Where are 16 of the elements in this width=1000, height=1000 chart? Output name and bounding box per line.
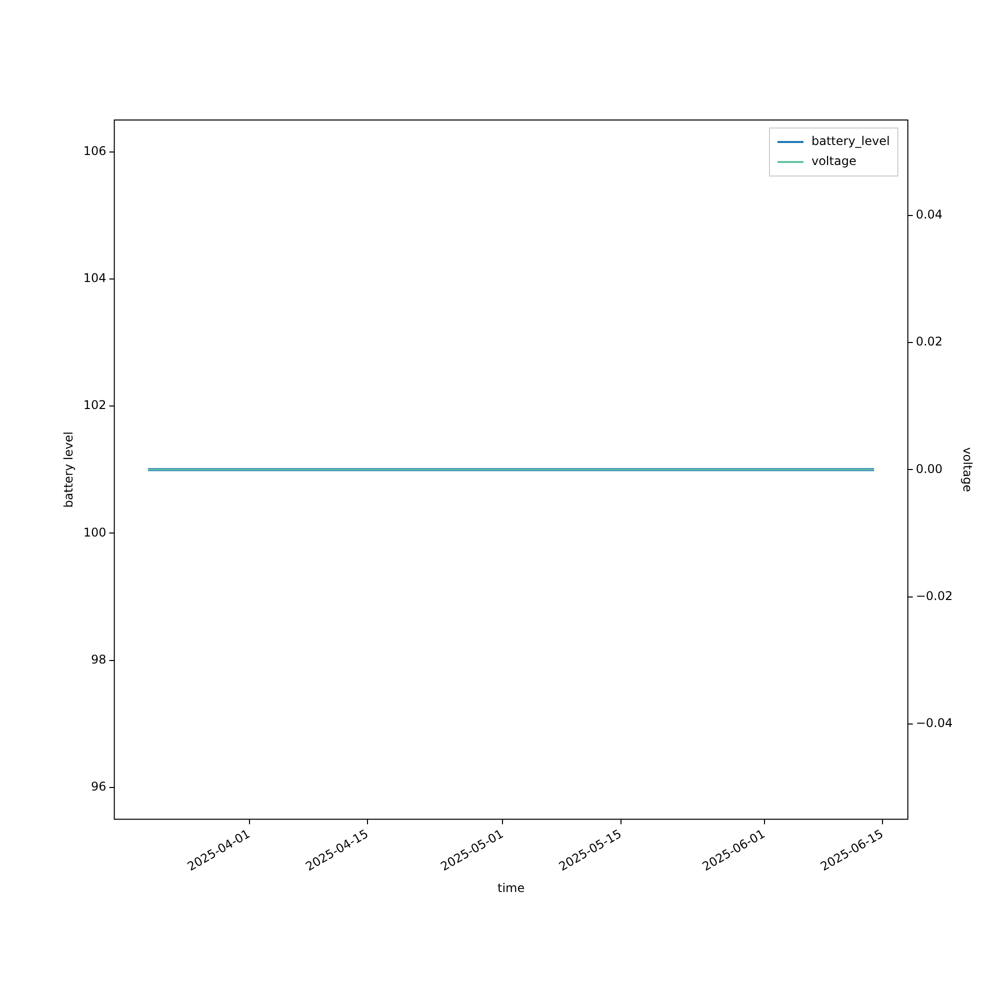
y-tick-label: 106 [83,144,106,158]
y2-tick-label: −0.02 [916,588,953,603]
y-tick-label: 104 [83,271,106,286]
legend-label: voltage [811,154,856,168]
y-tick-label: 96 [91,780,106,794]
y2-tick-label: 0.02 [916,334,943,349]
y-axis-title: battery level [61,432,76,508]
y2-axis-title: voltage [960,447,975,492]
y2-tick-label: 0.00 [916,462,943,476]
y2-tick-label: 0.04 [916,207,943,222]
y-tick-label: 102 [83,398,106,412]
y-tick-label: 98 [91,652,106,666]
legend-label: battery_level [811,134,890,148]
y-tick-label: 100 [83,525,106,540]
y2-tick-label: −0.04 [916,716,953,730]
x-axis-title: time [498,880,525,895]
